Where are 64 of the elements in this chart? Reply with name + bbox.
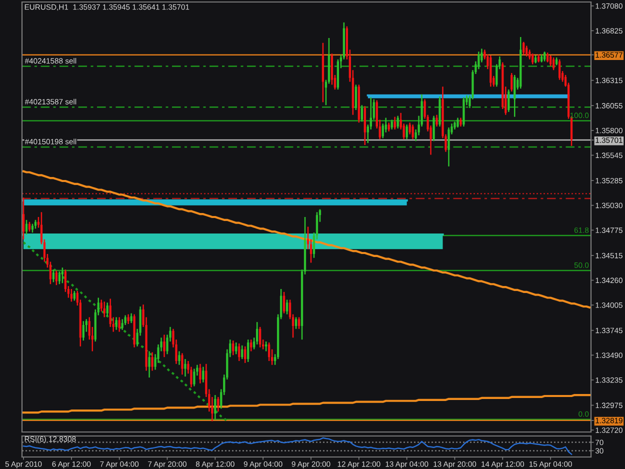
candlestick [148, 350, 150, 378]
candlestick [558, 58, 561, 80]
candlestick [448, 126, 450, 168]
candlestick [294, 316, 298, 330]
candlestick [544, 50, 546, 62]
candlestick [181, 352, 184, 376]
candlestick [436, 114, 438, 128]
candlestick [121, 318, 124, 330]
candlestick [360, 104, 363, 122]
candlestick [478, 50, 480, 70]
candlestick [238, 342, 240, 362]
line-series [22, 437, 572, 455]
candlestick [268, 342, 270, 362]
candlestick [193, 368, 196, 387]
candlestick [282, 291, 286, 314]
candlestick [532, 52, 534, 65]
candlestick [235, 342, 238, 355]
candlestick [25, 219, 28, 236]
candlestick [109, 298, 112, 328]
candlestick [247, 338, 250, 363]
candlestick [118, 316, 120, 332]
candlestick [178, 350, 180, 366]
candlestick [432, 115, 435, 142]
candlestick [214, 394, 216, 420]
candlestick [412, 124, 414, 140]
candlestick [510, 72, 513, 92]
candlestick [528, 49, 531, 60]
candlestick [522, 41, 525, 56]
candlestick [184, 358, 186, 378]
candlestick [354, 84, 357, 111]
candlestick [52, 268, 55, 283]
candlestick [127, 314, 130, 325]
candlestick [130, 312, 132, 324]
candlestick [286, 299, 288, 315]
candlestick [103, 301, 106, 318]
candlestick [244, 346, 246, 364]
candlestick [202, 366, 204, 384]
candlestick [508, 88, 510, 113]
candlestick [106, 302, 108, 317]
candlestick [115, 316, 118, 330]
candlestick [163, 334, 166, 358]
candlestick [456, 117, 459, 128]
candlestick [408, 122, 411, 135]
candlestick [394, 116, 396, 130]
candlestick [199, 363, 202, 384]
candlestick [264, 340, 268, 352]
candlestick [390, 119, 393, 130]
candlestick [298, 316, 300, 330]
candlestick [241, 344, 244, 360]
candlestick [514, 74, 516, 118]
candlestick [61, 266, 64, 284]
candlestick [406, 124, 408, 140]
candlestick [232, 340, 234, 356]
line-series [22, 170, 591, 309]
candlestick [250, 338, 252, 352]
candlestick [124, 314, 126, 326]
candlestick [549, 54, 552, 67]
candlestick [151, 352, 154, 372]
candlestick [256, 321, 258, 346]
candlestick [22, 196, 25, 240]
candlestick [546, 52, 549, 63]
candlestick [526, 45, 528, 58]
candlestick [259, 326, 262, 348]
candlestick [82, 320, 84, 342]
